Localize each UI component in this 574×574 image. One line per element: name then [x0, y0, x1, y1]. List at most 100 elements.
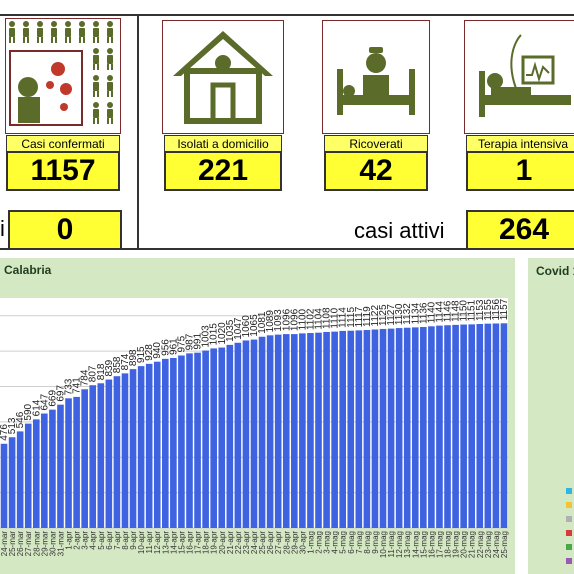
people-crowd-icon	[9, 21, 113, 126]
bar	[129, 369, 137, 528]
panel-divider-vertical	[137, 14, 139, 250]
x-tick-label: 27-mar	[24, 531, 33, 557]
data-label: 1110	[330, 307, 341, 328]
active-cases-label: casi attivi	[354, 218, 445, 243]
bar	[379, 328, 387, 528]
data-label: 975	[176, 335, 187, 352]
side-panel	[528, 258, 574, 574]
x-tick-label: 22-mag	[476, 531, 485, 558]
x-tick-label: 26-apr	[266, 531, 275, 554]
data-label: 1115	[346, 307, 357, 328]
data-label: 1020	[217, 322, 228, 345]
bar	[355, 330, 363, 528]
data-label: 1136	[418, 302, 429, 324]
data-label: 1119	[362, 306, 373, 327]
x-tick-label: 9-mag	[371, 531, 380, 554]
x-tick-label: 11-apr	[145, 531, 154, 554]
x-tick-label: 19-apr	[210, 531, 219, 554]
data-label: 1140	[426, 301, 437, 323]
x-tick-label: 17-mag	[435, 531, 444, 558]
bar	[347, 330, 355, 528]
bar	[452, 324, 459, 528]
data-label: 1081	[257, 311, 268, 334]
bar	[113, 376, 121, 528]
x-tick-label: 21-apr	[226, 531, 235, 554]
home-isolation-value: 221	[164, 151, 282, 191]
data-label: 1127	[386, 304, 397, 326]
bar	[468, 324, 476, 528]
bar	[436, 325, 443, 528]
data-label: 1150	[459, 300, 470, 322]
bar	[65, 398, 72, 528]
hospitalized-value: 42	[324, 151, 428, 191]
bar	[274, 334, 282, 528]
data-label: 1100	[297, 308, 308, 330]
bar	[178, 355, 185, 528]
data-label: 546	[15, 411, 26, 428]
data-label: 1125	[378, 304, 389, 326]
side-panel-title: Covid 1	[536, 264, 574, 278]
bar	[250, 339, 258, 528]
bar	[41, 413, 48, 528]
bottom-divider	[0, 248, 574, 250]
bar	[387, 328, 395, 528]
x-tick-label: 25-apr	[258, 531, 267, 554]
data-label: 476	[0, 424, 10, 441]
bar	[444, 325, 451, 528]
bar	[339, 330, 346, 528]
bar	[8, 437, 16, 528]
x-tick-label: 2-mag	[315, 531, 324, 554]
bar	[299, 333, 306, 528]
data-label: 858	[112, 356, 123, 373]
bar	[73, 396, 80, 528]
data-label: 1155	[483, 299, 494, 321]
data-label: 733	[64, 378, 75, 395]
data-label: 669	[47, 390, 58, 407]
x-tick-label: 30-apr	[298, 531, 307, 554]
confirmed-cases-icon	[5, 18, 121, 134]
data-label: 1148	[451, 300, 462, 322]
x-tick-label: 25-mag	[500, 531, 509, 558]
data-label: 1108	[322, 307, 333, 329]
data-label: 1065	[249, 314, 260, 337]
x-tick-label: 27-apr	[274, 531, 283, 554]
bar	[420, 327, 427, 528]
bar	[307, 333, 314, 528]
bar	[315, 332, 322, 528]
data-label: 1144	[434, 301, 445, 323]
x-tick-label: 30-mar	[48, 531, 57, 557]
x-tick-label: 17-apr	[194, 531, 203, 554]
partial-value: 0	[8, 210, 122, 250]
x-tick-label: 21-mag	[468, 531, 477, 558]
bar	[194, 352, 201, 528]
data-label: 1157	[499, 298, 510, 320]
bar	[170, 357, 177, 528]
data-label: 807	[88, 365, 99, 382]
data-label: 1134	[410, 302, 421, 324]
x-tick-label: 12-apr	[153, 531, 162, 554]
data-label: 1035	[225, 319, 236, 342]
data-label: 1122	[370, 305, 381, 327]
hospitalized-icon	[322, 20, 430, 134]
x-tick-label: 26-mar	[16, 531, 25, 557]
chart-title: Calabria	[4, 263, 52, 277]
house-icon	[173, 31, 273, 124]
data-label: 961	[168, 338, 179, 355]
x-tick-label: 13-mag	[403, 531, 412, 558]
top-divider	[0, 14, 574, 16]
cumulative-cases-chart: 476 24-mar 513 25-mar 546 26-mar 590 27-mar 614 2…	[0, 298, 510, 558]
confirmed-cases-label: Casi confermati	[6, 135, 120, 153]
bar	[234, 342, 242, 528]
x-tick-label: 13-apr	[161, 531, 170, 554]
x-tick-label: 4-apr	[89, 531, 98, 550]
data-label: 1132	[402, 303, 413, 325]
x-tick-label: 8-mag	[363, 531, 372, 554]
data-label: 647	[39, 393, 50, 410]
x-tick-label: 25-mar	[8, 531, 17, 557]
x-tick-label: 24-apr	[250, 531, 259, 554]
x-tick-label: 10-apr	[137, 531, 146, 554]
data-label: 940	[152, 342, 163, 359]
x-tick-label: 5-mag	[339, 531, 348, 554]
x-tick-label: 11-mag	[387, 531, 396, 558]
bar	[460, 324, 467, 528]
